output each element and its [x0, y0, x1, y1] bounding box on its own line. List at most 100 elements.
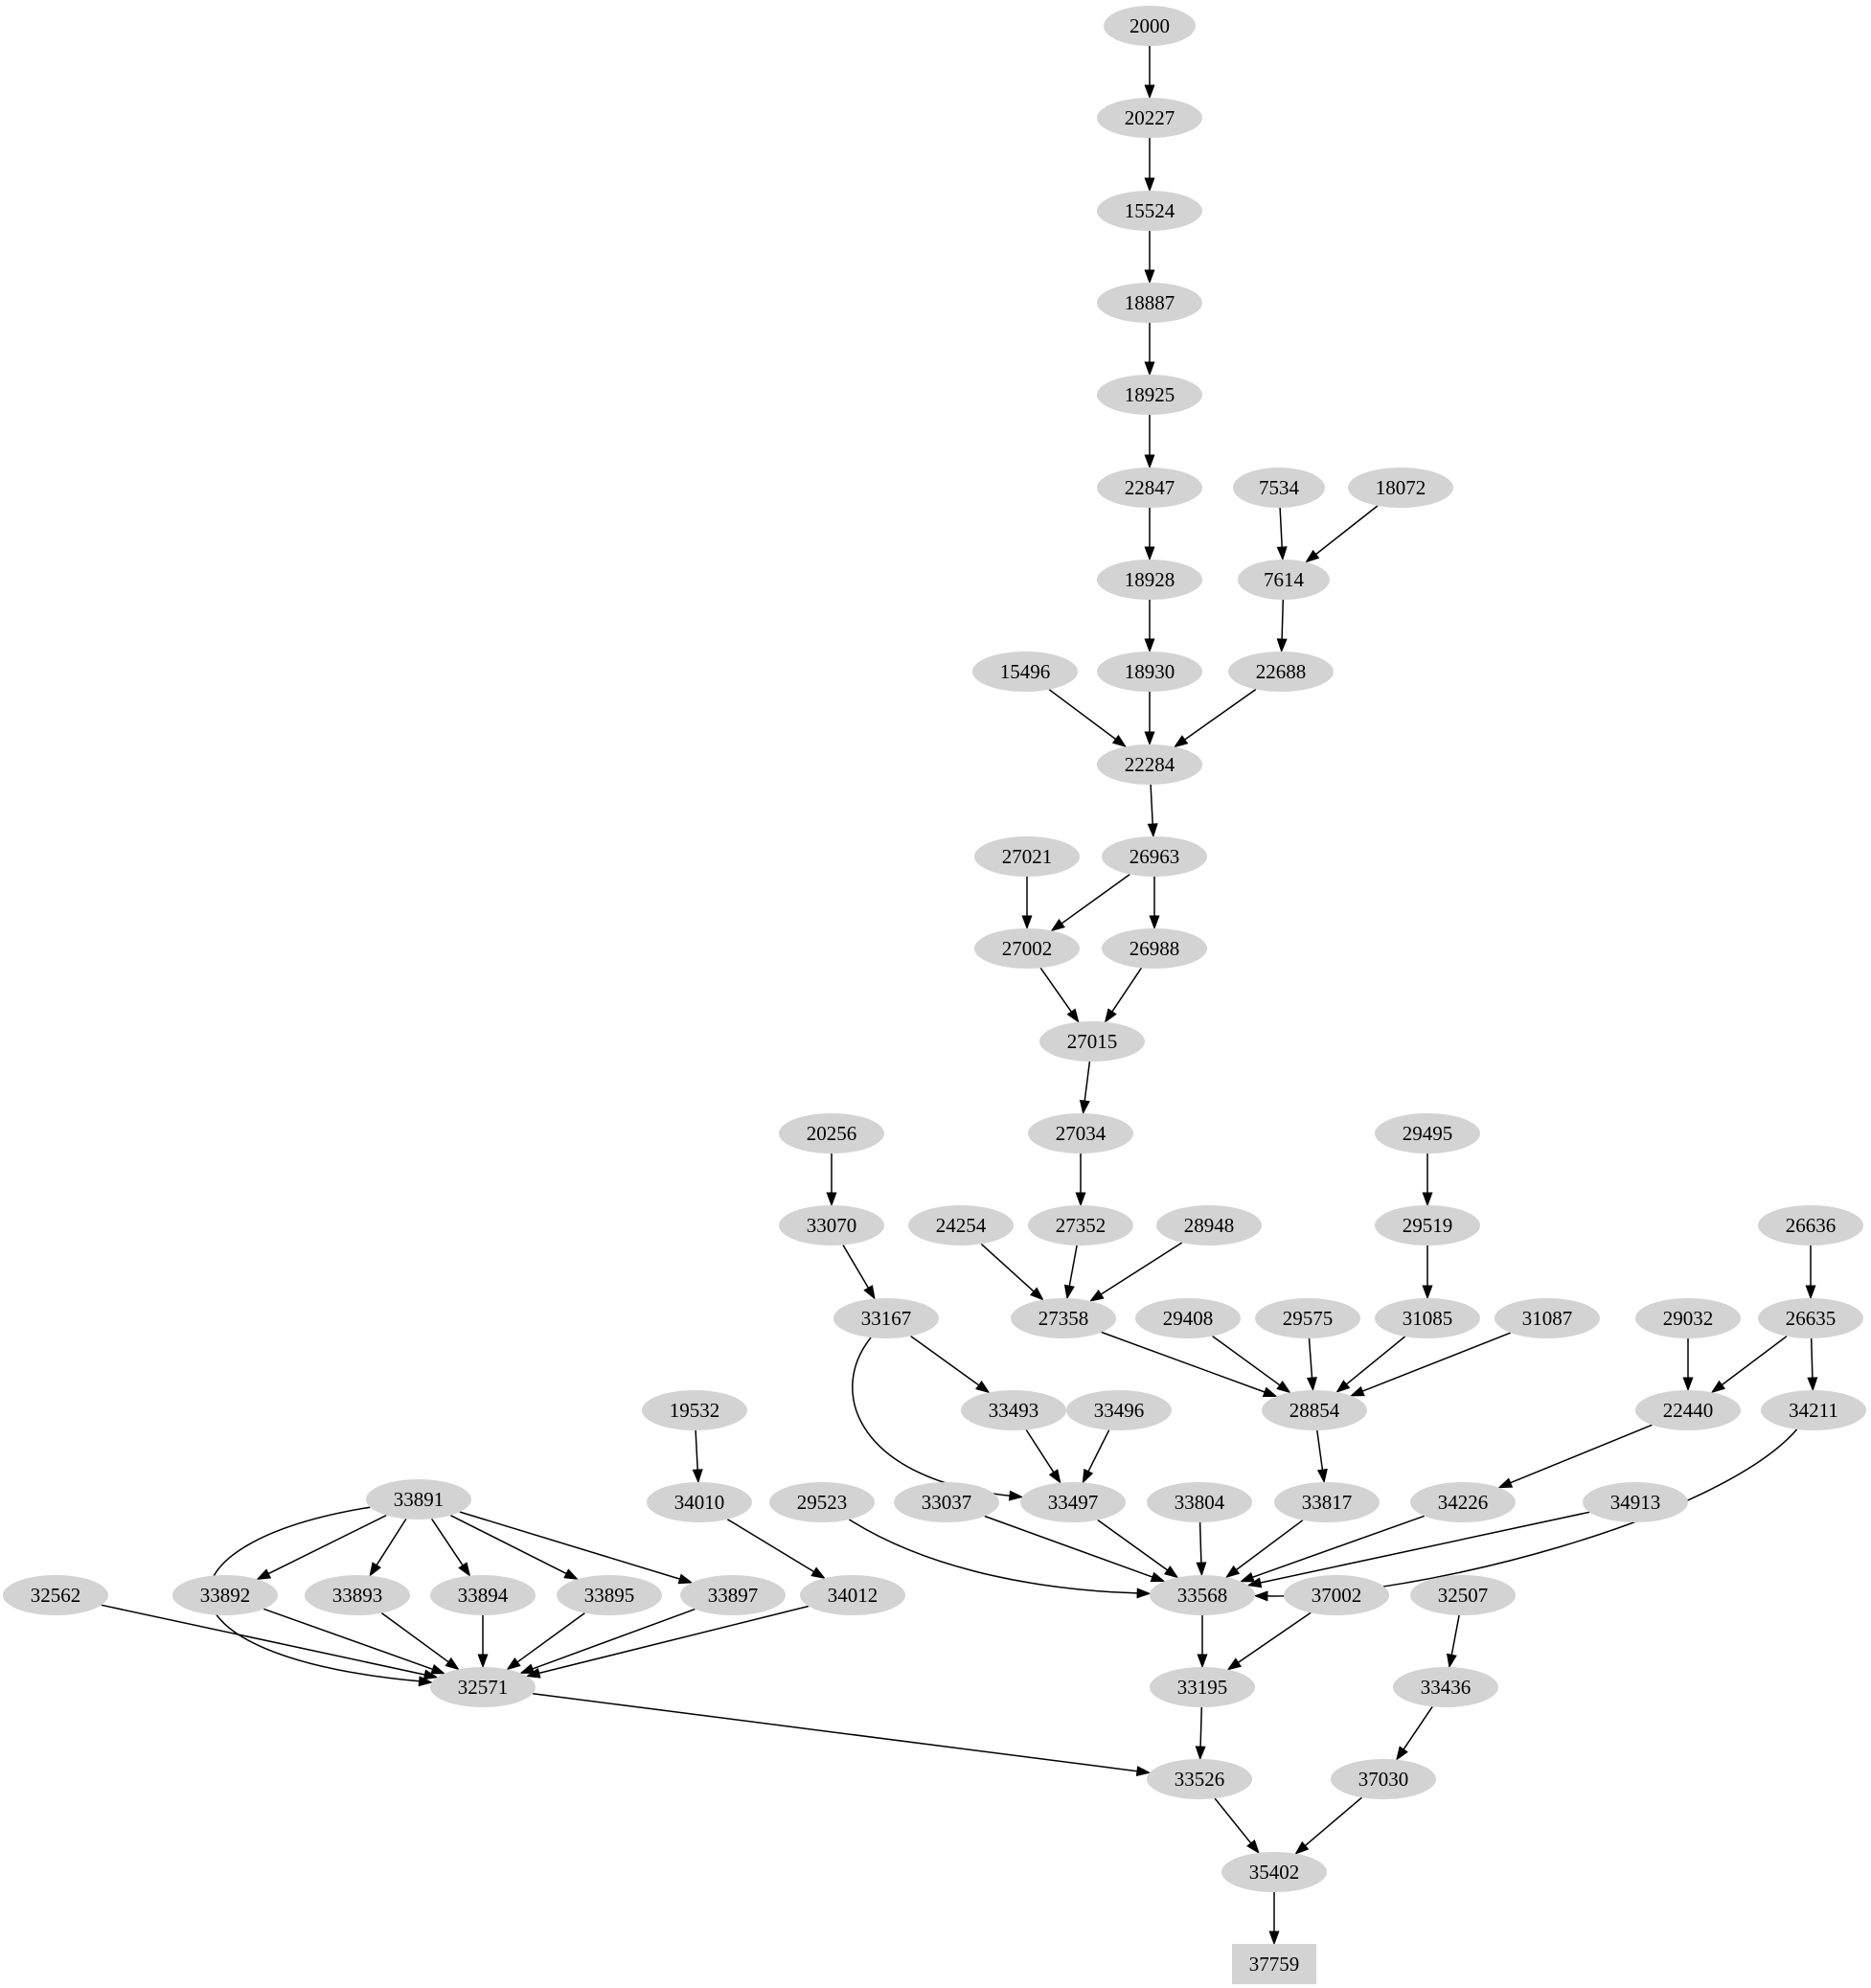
edge-line: [1212, 1335, 1281, 1386]
graph-edge-34012-32571: [525, 1605, 810, 1679]
graph-node-7534: 7534: [1233, 468, 1325, 508]
node-ellipse-shape: [1097, 468, 1202, 508]
edge-line: [538, 1605, 810, 1675]
edge-arrowhead: [863, 1285, 876, 1300]
node-ellipse-shape: [1375, 1298, 1480, 1338]
graph-node-27358: 27358: [1011, 1298, 1116, 1338]
edge-arrowhead: [1395, 1746, 1408, 1761]
node-label: 33496: [1094, 1399, 1145, 1422]
graph-edge-15496-22284: [1048, 689, 1128, 748]
edge-arrowhead: [1147, 823, 1158, 838]
node-label: 34012: [828, 1584, 878, 1607]
node-label: 33897: [708, 1584, 759, 1607]
node-ellipse-shape: [1375, 1205, 1480, 1245]
node-label: 20227: [1125, 106, 1175, 129]
edge-arrowhead: [1149, 915, 1160, 930]
node-ellipse-shape: [1028, 1113, 1133, 1154]
edge-arrowhead: [1246, 1577, 1263, 1588]
graph-edge-33892-32571: [262, 1608, 446, 1675]
graph-edge-7614-22688: [1276, 599, 1288, 653]
node-label: 37030: [1358, 1768, 1409, 1791]
edge-arrowhead: [1246, 1839, 1260, 1855]
graph-node-33167: 33167: [833, 1298, 939, 1338]
edge-line: [1087, 1429, 1110, 1473]
node-ellipse-shape: [1011, 1298, 1116, 1338]
node-label: 37002: [1312, 1584, 1362, 1607]
graph-node-27021: 27021: [974, 836, 1080, 877]
graph-node-37002: 37002: [1284, 1575, 1389, 1615]
edge-arrowhead: [1048, 1469, 1061, 1484]
graph-node-31087: 31087: [1495, 1298, 1600, 1338]
node-label: 18072: [1376, 476, 1426, 499]
graph-node-29408: 29408: [1135, 1298, 1241, 1338]
graph-node-28854: 28854: [1262, 1390, 1367, 1430]
graph-edge-26963-26988: [1149, 877, 1160, 930]
node-ellipse-shape: [1410, 1482, 1516, 1522]
edge-arrowhead: [1196, 1562, 1207, 1577]
graph-edge-24254-27358: [980, 1243, 1044, 1301]
node-ellipse-shape: [1147, 1759, 1252, 1799]
graph-edge-33436-37030: [1395, 1705, 1433, 1761]
graph-edge-33891-33897: [459, 1511, 694, 1585]
node-ellipse-shape: [366, 1479, 471, 1520]
node-ellipse-shape: [800, 1575, 905, 1615]
edge-arrowhead: [1021, 915, 1033, 930]
node-label: 37759: [1249, 1953, 1300, 1976]
graph-edge-33070-33167: [842, 1245, 876, 1300]
edge-arrowhead: [418, 1676, 434, 1687]
graph-node-31085: 31085: [1375, 1298, 1480, 1338]
node-label: 18887: [1125, 291, 1175, 314]
graph-node-34211: 34211: [1761, 1390, 1866, 1430]
graph-node-22284: 22284: [1097, 744, 1202, 785]
graph-edge-37002-33195: [1226, 1611, 1312, 1671]
node-ellipse-shape: [1410, 1575, 1516, 1615]
edge-arrowhead: [1144, 269, 1155, 285]
edge-arrowhead: [1173, 735, 1189, 748]
edge-arrowhead: [1497, 1477, 1514, 1489]
node-ellipse-shape: [1150, 1667, 1255, 1707]
graph-edge-33167-33493: [910, 1335, 991, 1394]
edge-arrowhead: [1422, 1192, 1433, 1207]
edge-arrowhead: [1082, 1468, 1094, 1484]
graph-edge-33897-32571: [519, 1608, 696, 1674]
graph-node-32507: 32507: [1410, 1575, 1516, 1615]
graph-edge-33493-33497: [1025, 1428, 1061, 1484]
node-ellipse-shape: [647, 1482, 752, 1522]
graph-node-20256: 20256: [779, 1113, 884, 1154]
graph-edge-29519-31085: [1422, 1245, 1433, 1300]
graph-edge-27034-27352: [1075, 1154, 1086, 1207]
graph-node-27015: 27015: [1039, 1021, 1145, 1062]
edge-line: [1721, 1336, 1788, 1386]
edge-arrowhead: [1050, 919, 1065, 932]
graph-node-18925: 18925: [1097, 375, 1202, 415]
graph-node-35402: 35402: [1221, 1852, 1327, 1892]
node-label: 29575: [1283, 1307, 1334, 1330]
edge-arrowhead: [826, 1192, 837, 1207]
node-label: 7614: [1264, 568, 1305, 591]
graph-edge-22847-18928: [1144, 508, 1155, 561]
edge-arrowhead: [1144, 546, 1155, 561]
graph-edge-27352-27358: [1063, 1245, 1078, 1300]
graph-node-34010: 34010: [647, 1482, 752, 1522]
graph-node-34913: 34913: [1583, 1482, 1688, 1522]
graph-node-33526: 33526: [1147, 1759, 1252, 1799]
graph-edge-20256-33070: [826, 1154, 837, 1207]
edge-line: [376, 1518, 407, 1566]
edge-arrowhead: [1224, 1565, 1241, 1579]
graph-node-32562: 32562: [3, 1575, 108, 1615]
node-label: 31087: [1522, 1307, 1573, 1330]
edge-arrowhead: [445, 1657, 460, 1671]
edge-arrowhead: [1294, 1840, 1310, 1855]
node-ellipse-shape: [779, 1113, 884, 1154]
graph-edge-35402-37759: [1268, 1892, 1280, 1946]
graph-edge-19532-34010: [692, 1429, 703, 1484]
node-ellipse-shape: [430, 1575, 536, 1615]
edge-arrowhead: [1807, 1377, 1818, 1392]
node-label: 29408: [1163, 1307, 1214, 1330]
graph-node-19532: 19532: [642, 1390, 747, 1430]
edge-line: [726, 1519, 814, 1573]
graph-edge-29495-29519: [1422, 1154, 1433, 1207]
graph-node-33895: 33895: [557, 1575, 662, 1615]
node-label: 22440: [1663, 1399, 1714, 1422]
